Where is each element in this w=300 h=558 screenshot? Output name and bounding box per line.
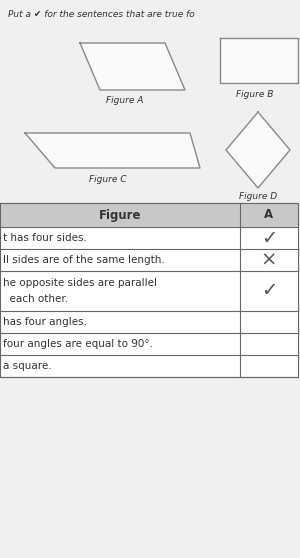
Text: ll sides are of the same length.: ll sides are of the same length.: [3, 255, 165, 265]
Polygon shape: [226, 112, 290, 188]
Text: Figure C: Figure C: [89, 175, 127, 184]
Polygon shape: [220, 38, 298, 83]
Polygon shape: [0, 227, 298, 249]
Polygon shape: [0, 333, 298, 355]
Polygon shape: [0, 203, 298, 227]
Text: Figure D: Figure D: [239, 192, 277, 201]
Text: Figure: Figure: [99, 209, 141, 222]
Text: Put a ✔ for the sentences that are true fo: Put a ✔ for the sentences that are true …: [8, 10, 195, 19]
Polygon shape: [0, 311, 298, 333]
Text: four angles are equal to 90°.: four angles are equal to 90°.: [3, 339, 153, 349]
Polygon shape: [25, 133, 200, 168]
Polygon shape: [0, 271, 298, 311]
Polygon shape: [80, 43, 185, 90]
Polygon shape: [0, 249, 298, 271]
Polygon shape: [0, 203, 298, 377]
Text: ✓: ✓: [261, 281, 277, 301]
Text: Figure A: Figure A: [106, 96, 144, 105]
Text: each other.: each other.: [3, 294, 68, 304]
Text: ✓: ✓: [261, 228, 277, 248]
Text: A: A: [264, 209, 274, 222]
Text: Figure B: Figure B: [236, 90, 274, 99]
Polygon shape: [0, 355, 298, 377]
Text: has four angles.: has four angles.: [3, 317, 87, 327]
Text: a square.: a square.: [3, 361, 52, 371]
Text: he opposite sides are parallel: he opposite sides are parallel: [3, 278, 157, 288]
Text: t has four sides.: t has four sides.: [3, 233, 87, 243]
Text: ×: ×: [261, 251, 277, 270]
